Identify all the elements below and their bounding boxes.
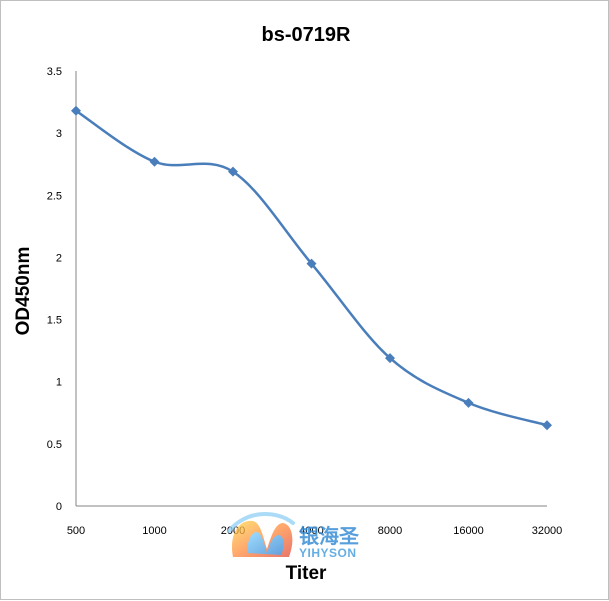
data-point — [228, 166, 238, 177]
x-tick-label: 8000 — [378, 525, 402, 537]
x-tick-label: 32000 — [532, 525, 563, 537]
watermark-logo: 银海圣 YIHYSON — [227, 511, 360, 560]
data-point — [542, 420, 552, 431]
x-tick-label: 16000 — [453, 525, 484, 537]
x-tick-labels: 500 1000 2000 4000 8000 16000 32000 — [67, 525, 562, 537]
watermark-text-en: YIHYSON — [299, 546, 357, 560]
x-tick-label: 1000 — [142, 525, 166, 537]
watermark-emblem-icon — [227, 511, 295, 557]
watermark-text-cn: 银海圣 — [299, 524, 360, 548]
x-axis-title: Titer — [286, 563, 327, 584]
axes — [75, 71, 547, 507]
y-tick-labels: 0 0.5 1 1.5 2 2.5 3 3.5 — [47, 66, 62, 513]
y-axis-title: OD450nm — [13, 247, 34, 336]
y-tick-label: 3.5 — [47, 66, 62, 78]
data-point — [149, 156, 160, 167]
data-point — [306, 258, 317, 269]
chart-title: bs-0719R — [262, 24, 351, 46]
y-tick-label: 2.5 — [47, 190, 62, 202]
series-markers — [71, 105, 552, 431]
y-tick-label: 0.5 — [47, 439, 62, 451]
y-tick-label: 1.5 — [47, 315, 62, 327]
data-point — [463, 397, 474, 408]
y-tick-label: 1 — [56, 377, 62, 389]
x-tick-label: 4000 — [299, 525, 323, 537]
y-tick-label: 3 — [56, 128, 62, 140]
data-point — [71, 105, 81, 116]
y-tick-label: 2 — [56, 252, 62, 264]
data-point — [385, 353, 395, 364]
y-tick-label: 0 — [56, 501, 62, 513]
x-tick-label: 500 — [67, 525, 85, 537]
